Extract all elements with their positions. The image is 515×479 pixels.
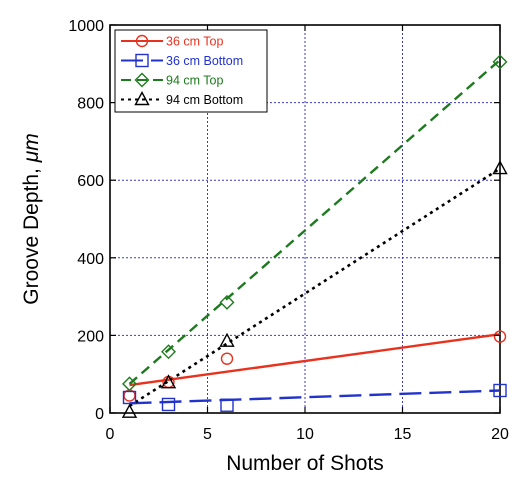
y-axis-label-text: Groove Depth, [20,162,43,304]
legend-label: 36 cm Bottom [166,54,243,68]
y-tick-label: 600 [77,173,104,190]
x-tick-label: 20 [491,426,509,443]
series-4-fit-line [128,167,501,408]
y-tick-label: 1000 [68,18,104,35]
series-1-point [220,352,234,365]
x-tick-label: 5 [203,426,212,443]
series-2-point [220,398,234,412]
y-tick-label: 0 [95,406,104,423]
series-2-point [161,397,176,412]
series-2-point [122,390,137,405]
series-3-fit-line [128,59,501,385]
series-2-point [493,383,507,398]
y-axis-label: Groove Depth, μm [20,133,43,304]
legend-marker [135,34,149,48]
x-tick-label: 0 [106,426,115,443]
series-3-point [161,344,176,360]
series-3-point [219,294,235,310]
y-tick-label: 800 [77,96,104,113]
y-tick-label: 400 [77,251,104,268]
series-3-point [122,376,137,392]
legend-label: 94 cm Top [166,74,223,88]
x-tick-label: 10 [296,426,314,443]
fit-lines [128,59,501,408]
legend-label: 36 cm Top [166,35,223,49]
series-1-point [493,330,507,343]
series-4-point [121,403,138,418]
x-tick-label: 15 [394,426,412,443]
legend-box [114,29,268,113]
series-2-fit-line [129,389,501,405]
series-4-point [492,160,508,175]
y-axis-label-unit: μm [20,133,43,163]
x-axis-label: Number of Shots [226,452,384,475]
series-1-fit-line [129,333,501,387]
y-tick-label: 200 [77,328,104,345]
series-4-point [219,332,235,347]
series-4-point [160,374,177,389]
legend-marker [134,72,150,88]
data-markers [121,54,508,418]
series-3-point [492,54,508,70]
legend-marker [135,53,149,68]
legend-marker [134,91,150,106]
legend-label: 94 cm Bottom [166,93,243,107]
legend: 36 cm Top 36 cm Bottom 94 cm Top 94 cm Bott… [114,29,268,113]
